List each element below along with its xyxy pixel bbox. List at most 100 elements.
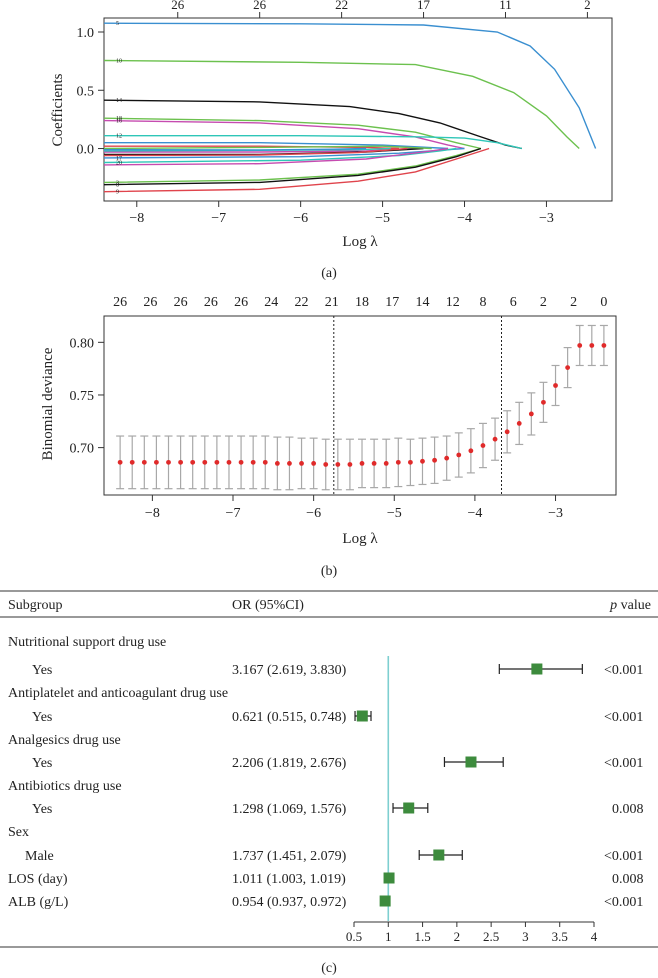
forest-or-text: 3.167 (2.619, 3.830): [232, 663, 347, 678]
panel-a-path-label: 10: [116, 59, 122, 65]
forest-or-text: 0.621 (0.515, 0.748): [232, 710, 347, 725]
cv-point: [565, 365, 571, 370]
cv-point: [432, 457, 437, 463]
cv-point: [480, 443, 486, 448]
panel-b-frame: [103, 315, 617, 496]
forest-col-p-label: value: [621, 598, 651, 613]
forest-or-marker: [433, 849, 445, 861]
panel-a-path-label: 20: [116, 161, 122, 167]
cv-point: [371, 461, 377, 466]
coef-path-8: [103, 147, 482, 186]
cv-point: [504, 429, 510, 435]
panel-a-path-label: 5: [116, 21, 119, 27]
panel-a-top-tick-label: 26: [253, 0, 267, 12]
forest-or-text: 1.011 (1.003, 1.019): [232, 872, 346, 887]
coef-path-12: [104, 135, 523, 150]
coef-path-unlabeled-18: [103, 147, 367, 151]
forest-or-text: 2.206 (1.819, 2.676): [232, 756, 347, 771]
forest-row-label: Yes: [32, 802, 52, 817]
forest-xtick-label: 3: [522, 929, 529, 944]
forest-p-value: <0.001: [604, 663, 643, 678]
forest-col-p-prefix: p: [609, 598, 617, 613]
cv-point: [553, 383, 558, 388]
forest-group-label: Nutritional support drug use: [8, 635, 166, 650]
forest-or-text: 0.954 (0.937, 0.972): [232, 895, 347, 910]
caption-a: (a): [321, 266, 337, 281]
cv-point: [468, 448, 474, 454]
forest-xtick-label: 2.5: [483, 929, 499, 944]
panel-a-ytick-label: 0.0: [77, 143, 95, 158]
panel-b-top-tick-label: 17: [385, 295, 399, 310]
panel-b-top-tick-label: 2: [540, 295, 547, 310]
coef-path-3: [103, 147, 482, 184]
panel-a-xtick-label: −3: [539, 211, 554, 226]
panel-a-top-tick-label: 2: [584, 0, 591, 12]
cv-point: [226, 459, 232, 465]
cv-point: [395, 459, 401, 465]
forest-row-label: LOS (day): [8, 872, 68, 887]
panel-c-forest-plot: Subgroup OR (95%CI) p value Nutritional …: [0, 590, 658, 976]
panel-b-top-tick-label: 0: [600, 295, 607, 310]
cv-point: [577, 343, 583, 348]
forest-xtick-label: 0.5: [346, 929, 362, 944]
panel-b-top-tick-label: 6: [510, 295, 517, 310]
panel-a-top-tick-label: 11: [499, 0, 512, 12]
forest-or-marker: [379, 895, 391, 907]
forest-row-label: Yes: [32, 663, 52, 678]
forest-or-marker: [531, 663, 543, 675]
panel-a-path-label: 18: [116, 116, 122, 122]
panel-b-xtick-label: −5: [387, 506, 402, 521]
panel-a-top-tick-label: 22: [335, 0, 348, 12]
panel-b-xtick-label: −4: [467, 506, 482, 521]
coef-path-unlabeled-17: [103, 147, 449, 166]
panel-b-top-tick-label: 22: [295, 295, 309, 310]
cv-point: [178, 459, 183, 465]
forest-p-value: <0.001: [604, 756, 643, 771]
forest-xtick-label: 2: [454, 929, 461, 944]
cv-point: [154, 459, 159, 465]
cv-point: [250, 459, 256, 465]
panel-b-top-tick-label: 26: [113, 295, 127, 310]
forest-p-value: <0.001: [604, 849, 643, 864]
panel-a-path-label: 9: [116, 190, 119, 196]
cv-point: [407, 459, 413, 465]
cv-point: [262, 459, 268, 465]
panel-a-ylabel: Coefficients: [50, 73, 66, 146]
panel-a-ytick-label: 0.5: [77, 84, 95, 99]
coef-path-10: [103, 59, 580, 150]
forest-p-value: 0.008: [612, 872, 644, 887]
panel-b-top-tick-label: 26: [204, 295, 218, 310]
forest-row-label: ALB (g/L): [8, 895, 69, 910]
forest-row-label: Yes: [32, 756, 52, 771]
panel-b-ytick-label: 0.75: [70, 389, 95, 404]
panel-a-xtick-label: −6: [293, 211, 308, 226]
cv-point: [420, 458, 425, 464]
forest-group-label: Sex: [8, 825, 29, 840]
cv-point: [141, 459, 147, 465]
panel-b-top-tick-label: 26: [143, 295, 157, 310]
forest-p-value: <0.001: [604, 895, 643, 910]
panel-b-top-tick-label: 2: [570, 295, 577, 310]
forest-xtick-label: 4: [591, 929, 598, 944]
cv-point: [516, 421, 522, 426]
panel-a-ytick-label: 1.0: [77, 26, 95, 41]
coef-path-18: [103, 117, 482, 150]
coef-path-unlabeled-19: [103, 147, 408, 157]
coef-path-9: [103, 147, 490, 193]
panel-b-ylabel: Binomial deviance: [40, 347, 56, 460]
panel-b-cross-validation: Binomial deviance Log λ −8 −7 −6 −5 −4 −3 0.70…: [40, 295, 617, 579]
cv-point: [444, 455, 450, 461]
coef-path-unlabeled-13: [104, 142, 449, 150]
panel-b-top-tick-label: 26: [174, 295, 188, 310]
cv-point: [166, 459, 171, 465]
panel-a-path-label: 8: [116, 183, 119, 189]
forest-or-text: 1.737 (1.451, 2.079): [232, 849, 347, 864]
cv-point: [347, 462, 353, 467]
cv-point: [117, 459, 123, 465]
forest-p-value: <0.001: [604, 710, 643, 725]
coef-path-5: [103, 22, 597, 149]
panel-b-xtick-label: −3: [548, 506, 563, 521]
panel-a-path-label: 3: [116, 180, 119, 186]
panel-b-top-tick-label: 21: [325, 295, 339, 310]
